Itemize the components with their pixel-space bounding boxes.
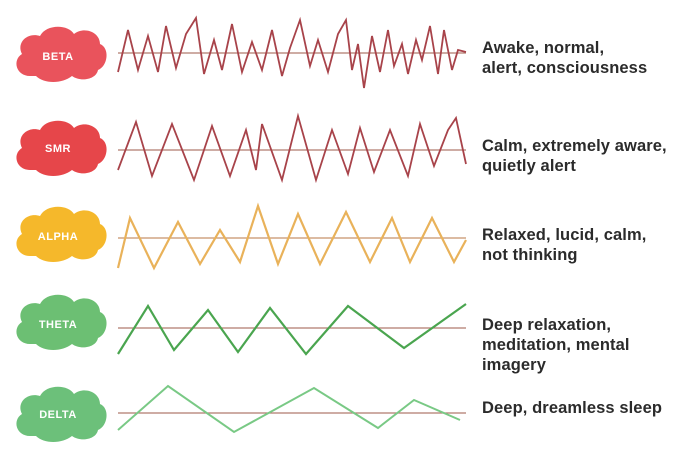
- delta-description-line: Deep, dreamless sleep: [482, 399, 663, 417]
- band-smr: SMR: [16, 112, 467, 184]
- alpha-description: Relaxed, lucid, calm, not thinking: [482, 225, 697, 265]
- beta-description-line: Awake, normal,: [482, 39, 605, 57]
- theta-description-line: Deep relaxation,: [482, 316, 612, 334]
- delta-label: DELTA: [39, 409, 77, 421]
- alpha-label: ALPHA: [38, 231, 78, 243]
- delta-description: Deep, dreamless sleep: [482, 398, 697, 418]
- smr-wave: [117, 112, 467, 184]
- band-beta: BETA: [16, 15, 467, 89]
- beta-cloud: [16, 26, 107, 82]
- theta-cloud: [16, 294, 107, 350]
- theta-wave: [117, 303, 467, 356]
- delta-cloud: [16, 386, 107, 442]
- smr-label: SMR: [45, 143, 71, 155]
- smr-description: Calm, extremely aware, quietly alert: [482, 136, 697, 176]
- band-theta: THETA: [16, 294, 467, 356]
- beta-description-line: alert, consciousness: [482, 59, 648, 77]
- theta-description-line: imagery: [482, 356, 546, 374]
- band-alpha: ALPHA: [16, 202, 467, 271]
- smr-description-line: quietly alert: [482, 157, 576, 175]
- theta-description: Deep relaxation, meditation, mental imag…: [482, 315, 697, 375]
- alpha-cloud: [16, 206, 107, 262]
- alpha-description-line: not thinking: [482, 246, 578, 264]
- delta-wave: [117, 384, 461, 434]
- beta-wave: [117, 15, 467, 89]
- smr-cloud: [16, 120, 107, 176]
- theta-description-line: meditation, mental: [482, 336, 630, 354]
- beta-description: Awake, normal, alert, consciousness: [482, 38, 697, 78]
- alpha-description-line: Relaxed, lucid, calm,: [482, 226, 647, 244]
- band-delta: DELTA: [16, 384, 466, 442]
- alpha-wave: [116, 202, 467, 271]
- smr-description-line: Calm, extremely aware,: [482, 137, 667, 155]
- theta-label: THETA: [39, 319, 77, 331]
- beta-label: BETA: [42, 51, 73, 63]
